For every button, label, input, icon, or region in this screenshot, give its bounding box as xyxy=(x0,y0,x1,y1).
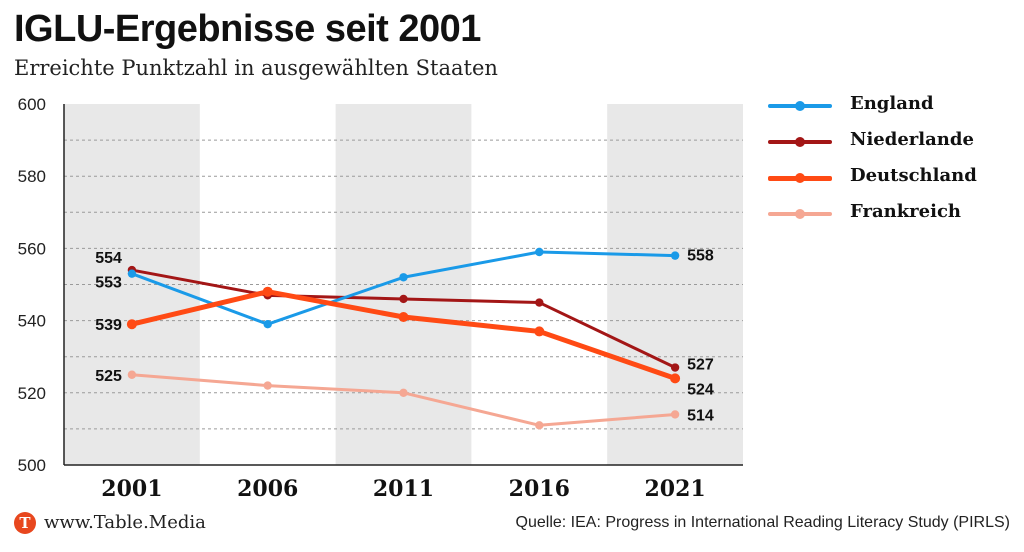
legend-item-england: England xyxy=(768,92,1018,128)
legend-marker-england xyxy=(795,101,805,111)
legend-label-niederlande: Niederlande xyxy=(850,129,974,150)
website-label: www.Table.Media xyxy=(44,512,206,533)
data-point-england-2016 xyxy=(535,247,544,257)
data-point-frankreich-2011 xyxy=(399,388,408,397)
data-label-england-2001: 553 xyxy=(95,275,122,292)
data-label-deutschland-2001: 539 xyxy=(95,317,122,334)
data-point-deutschland-2001 xyxy=(126,319,137,330)
legend-item-deutschland: Deutschland xyxy=(768,164,1018,200)
chart-legend: England Niederlande Deutschland Frankreich xyxy=(768,92,1018,236)
y-tick-label-560: 560 xyxy=(18,239,46,258)
source-note: Quelle: IEA: Progress in International R… xyxy=(515,514,1010,531)
legend-marker-niederlande xyxy=(795,137,805,147)
data-point-niederlande-2011 xyxy=(399,294,408,304)
y-tick-label-600: 600 xyxy=(18,95,46,114)
y-tick-label-520: 520 xyxy=(18,384,46,403)
legend-marker-frankreich xyxy=(795,209,805,219)
y-tick-label-540: 540 xyxy=(18,312,46,331)
legend-label-deutschland: Deutschland xyxy=(850,165,977,186)
data-point-deutschland-2011 xyxy=(398,311,409,322)
data-point-frankreich-2021 xyxy=(670,410,680,419)
table-media-logo: T xyxy=(14,512,36,534)
data-label-niederlande-2021: 527 xyxy=(687,357,714,374)
y-tick-label-500: 500 xyxy=(18,456,46,475)
legend-item-niederlande: Niederlande xyxy=(768,128,1018,164)
data-label-england-2021: 558 xyxy=(687,248,714,265)
data-point-england-2021 xyxy=(670,251,680,260)
data-point-frankreich-2006 xyxy=(263,381,272,390)
data-point-niederlande-2016 xyxy=(535,298,544,307)
legend-marker-deutschland xyxy=(795,173,805,183)
data-point-niederlande-2021 xyxy=(670,363,680,372)
data-point-england-2011 xyxy=(399,273,408,282)
column-shade-2011 xyxy=(335,104,472,465)
data-point-england-2006 xyxy=(263,320,272,329)
legend-label-england: England xyxy=(850,93,934,114)
data-point-frankreich-2016 xyxy=(535,421,544,430)
data-point-deutschland-2021 xyxy=(670,373,681,384)
data-point-deutschland-2006 xyxy=(262,286,273,297)
x-tick-label-2016: 2016 xyxy=(509,476,570,502)
chart-subtitle: Erreichte Punktzahl in ausgewählten Staa… xyxy=(14,56,498,80)
data-point-frankreich-2001 xyxy=(127,370,137,379)
x-tick-label-2001: 2001 xyxy=(101,476,162,502)
legend-item-frankreich: Frankreich xyxy=(768,200,1018,236)
data-label-deutschland-2021: 524 xyxy=(687,381,714,398)
data-label-frankreich-2001: 525 xyxy=(95,368,122,385)
chart-title: IGLU-Ergebnisse seit 2001 xyxy=(14,8,481,50)
x-tick-label-2006: 2006 xyxy=(237,476,298,502)
data-point-england-2001 xyxy=(127,269,137,278)
legend-label-frankreich: Frankreich xyxy=(850,201,961,222)
y-tick-label-580: 580 xyxy=(18,167,46,186)
data-label-frankreich-2021: 514 xyxy=(687,407,714,424)
x-tick-label-2011: 2011 xyxy=(373,476,434,502)
x-tick-label-2021: 2021 xyxy=(644,476,705,502)
data-label-niederlande-2001: 554 xyxy=(95,250,122,267)
data-point-deutschland-2016 xyxy=(534,326,545,337)
